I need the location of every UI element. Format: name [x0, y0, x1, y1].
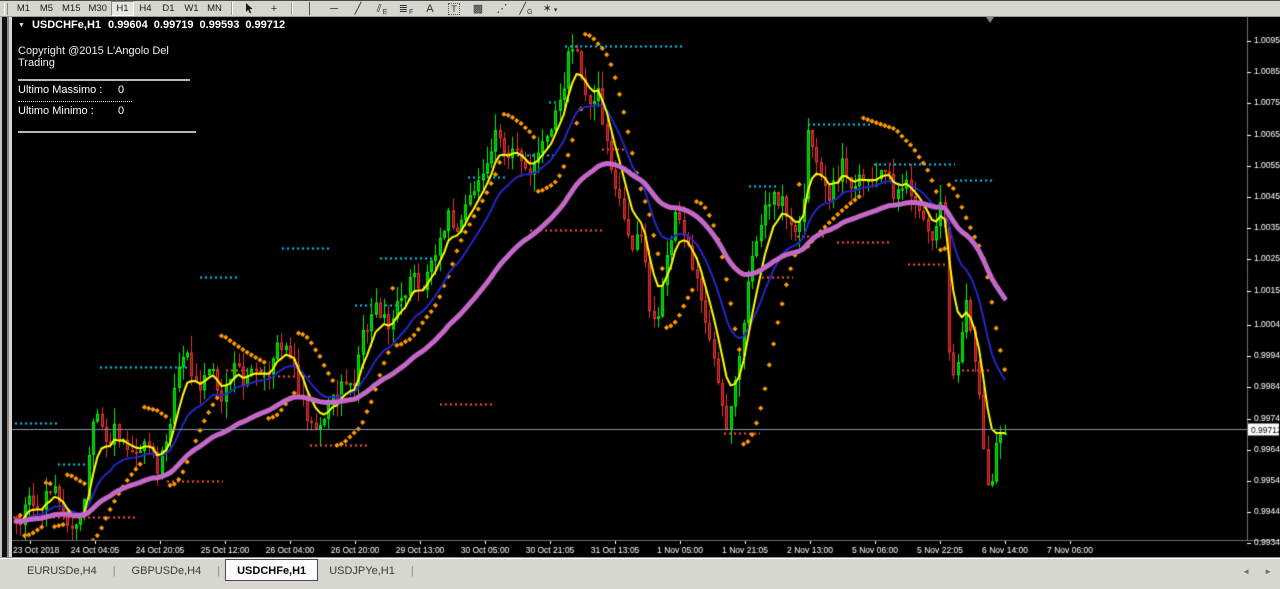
arrows-icon: ✶: [542, 3, 552, 15]
top-toolbar: M1 M5 M15 M30 H1 H4 D1 W1 MN + │ ─ ╱ ⫽E ≣F A T ▩ ⋰ ╱G ✶ ▾: [0, 0, 1280, 17]
timeframe-button-m5[interactable]: M5: [35, 1, 58, 16]
toolbar-separator: [230, 2, 233, 15]
dotted-divider: [18, 101, 132, 102]
text-label-tool-button[interactable]: T: [442, 1, 466, 16]
gann-line-tool-button[interactable]: ╱G: [514, 1, 538, 16]
chart-symbol-label: USDCHFe,H1: [31, 19, 102, 31]
fibonacci-retracement-tool-button[interactable]: ≣F: [394, 1, 418, 16]
tab-eurusde-h4[interactable]: EURUSDe,H4: [27, 565, 97, 577]
trendline-tool-button[interactable]: ╱: [346, 1, 370, 16]
fibonacci-fan-tool-button[interactable]: ⋰: [490, 1, 514, 16]
timeframe-button-h4[interactable]: H4: [134, 1, 157, 16]
chart-workspace: ▼ USDCHFe,H1 0.99604 0.99719 0.99593 0.9…: [0, 17, 1280, 557]
chart-collapse-icon[interactable]: ▼: [18, 21, 25, 29]
fibonacci-fan-icon: ⋰: [496, 3, 508, 15]
toolbar-grip-icon[interactable]: [4, 2, 8, 15]
timeframe-button-h1[interactable]: H1: [110, 1, 134, 16]
high-value: 0.99719: [153, 19, 194, 31]
vertical-line-tool-button[interactable]: │: [298, 1, 322, 16]
crosshair-icon: +: [270, 3, 278, 15]
close-value: 0.99712: [245, 19, 286, 31]
ultimo-minimo-label: Ultimo Minimo :: [18, 105, 94, 117]
tab-scroll-right-icon[interactable]: ►: [1264, 567, 1272, 576]
timeframe-button-w1[interactable]: W1: [180, 1, 203, 16]
tab-list: EURUSDe,H4 | GBPUSDe,H4 | USDCHFe,H1 USDJPYe,…: [16, 559, 419, 582]
left-window-edge: [0, 17, 12, 557]
dropdown-caret-icon: ▾: [553, 7, 558, 14]
cursor-icon: [246, 3, 254, 14]
arrows-tool-button[interactable]: ✶ ▾: [538, 1, 562, 16]
text-label-icon: T: [448, 3, 460, 15]
timeframe-button-m30[interactable]: M30: [84, 1, 110, 16]
tab-divider: |: [112, 565, 116, 577]
ultimo-minimo-value: 0: [118, 105, 125, 117]
ohlc-values: 0.99604 0.99719 0.99593 0.99712: [108, 19, 285, 31]
cursor-tool-button[interactable]: [238, 1, 262, 16]
text-tool-button[interactable]: A: [418, 1, 442, 16]
ultimo-massimo-value: 0: [118, 84, 125, 96]
timeframe-button-group: M1 M5 M15 M30 H1 H4 D1 W1 MN: [12, 1, 226, 16]
toolbar-separator: [290, 2, 293, 15]
low-value: 0.99593: [199, 19, 240, 31]
equidistant-channel-icon: ⫽: [376, 3, 382, 15]
text-icon: A: [426, 3, 434, 15]
tab-scroll-buttons: ◄ ►: [1242, 567, 1272, 576]
tab-scroll-left-icon[interactable]: ◄: [1242, 567, 1251, 576]
horizontal-line-icon: ─: [330, 3, 338, 15]
indicator-info-panel: Copyright @2015 L'Angolo Del Trading Ult…: [18, 41, 208, 136]
timeframe-button-m15[interactable]: M15: [58, 1, 84, 16]
tab-usdchfe-h1[interactable]: USDCHFe,H1: [225, 559, 319, 581]
open-value: 0.99604: [108, 19, 148, 31]
shapes-tool-button[interactable]: ▩: [466, 1, 490, 16]
tab-divider: |: [410, 565, 414, 577]
chart-window: ▼ USDCHFe,H1 0.99604 0.99719 0.99593 0.9…: [12, 17, 1280, 557]
copyright-label: Copyright @2015 L'Angolo Del Trading: [18, 45, 169, 69]
drawing-tool-group: + │ ─ ╱ ⫽E ≣F A T ▩ ⋰ ╱G ✶ ▾: [238, 1, 562, 16]
vertical-line-icon: │: [306, 3, 314, 15]
equidistant-channel-tool-button[interactable]: ⫽E: [370, 1, 394, 16]
timeframe-button-m1[interactable]: M1: [12, 1, 35, 16]
shapes-icon: ▩: [472, 3, 484, 15]
chart-canvas[interactable]: [12, 17, 1280, 557]
tab-usdjpye-h1[interactable]: USDJPYe,H1: [329, 565, 395, 577]
horizontal-line-tool-button[interactable]: ─: [322, 1, 346, 16]
timeframe-button-mn[interactable]: MN: [203, 1, 226, 16]
gann-line-icon: ╱: [519, 3, 527, 15]
chart-title-row: ▼ USDCHFe,H1 0.99604 0.99719 0.99593 0.9…: [18, 19, 285, 31]
divider: [18, 131, 196, 133]
fibonacci-retracement-icon: ≣: [398, 3, 408, 15]
tab-gbpusde-h4[interactable]: GBPUSDe,H4: [131, 565, 202, 577]
tab-divider: |: [217, 565, 221, 577]
timeframe-button-d1[interactable]: D1: [157, 1, 180, 16]
ultimo-massimo-label: Ultimo Massimo :: [18, 84, 103, 96]
crosshair-tool-button[interactable]: +: [262, 1, 286, 16]
divider: [18, 79, 190, 81]
trendline-icon: ╱: [354, 3, 362, 15]
chart-tab-bar: EURUSDe,H4 | GBPUSDe,H4 | USDCHFe,H1 USDJPYe,…: [0, 557, 1280, 589]
